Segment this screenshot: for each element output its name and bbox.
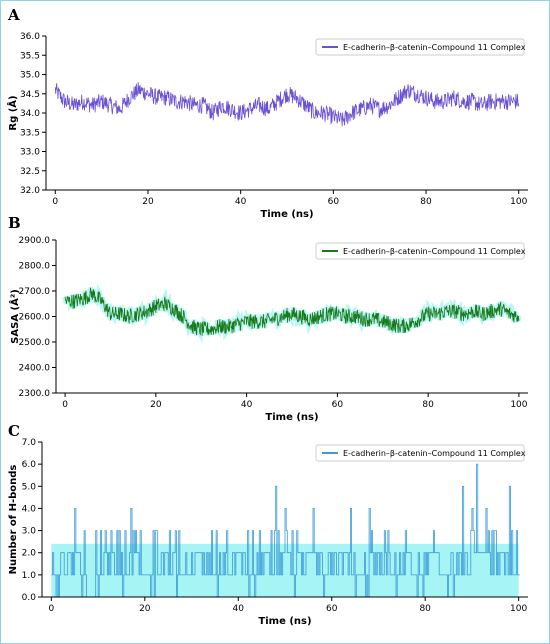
- y-tick-label: 32.0: [20, 186, 40, 196]
- x-tick-label: 80: [422, 400, 434, 410]
- chart-panel-c: 0 20 40 60 80 100 0.0 1.0 2.0 3.0 4.0 5.0 6.0 7.0 E-c…: [8, 438, 528, 627]
- y-tick-label: 32.5: [20, 167, 40, 177]
- legend-b: E-cadherin–β-catenin–Compound 11 Complex: [315, 242, 526, 260]
- legend-box: [315, 444, 525, 462]
- legend-label: E-cadherin–β-catenin–Compound 11 Complex: [343, 247, 526, 256]
- series-line: [64, 287, 520, 336]
- axes-a: 0 20 40 60 80 100 32.0 32.5 33.0 33.5 34.0 34.5 35.0…: [20, 32, 528, 207]
- panel-letter-b: B: [8, 214, 21, 232]
- y-tick-label: 35.5: [20, 51, 40, 61]
- x-tick-label: 100: [510, 197, 527, 207]
- y-axis-title: Rg (Å): [6, 95, 19, 130]
- y-axis-title: SASA (Å²): [8, 289, 21, 344]
- y-tick-label: 36.0: [20, 32, 40, 42]
- x-tick-label: 60: [332, 400, 344, 410]
- y-tick-label: 0.0: [22, 593, 37, 603]
- y-tick-label: 3.0: [22, 527, 37, 537]
- plot-area-b: [62, 283, 522, 344]
- series-line: [51, 463, 520, 598]
- y-tick-label: 34.0: [20, 109, 40, 119]
- legend-c: E-cadherin–β-catenin–Compound 11 Complex: [315, 444, 526, 462]
- y-tick-label: 34.5: [20, 90, 40, 100]
- x-tick-label: 0: [48, 604, 54, 614]
- chart-panel-b: 0 20 40 60 80 100 2300.0 2400.0 2500.0 2600.0 2700…: [8, 236, 528, 423]
- panel-letter-a: A: [7, 6, 20, 24]
- x-tick-label: 80: [420, 197, 432, 207]
- series-line: [54, 82, 520, 127]
- x-axis-title: Time (ns): [260, 209, 313, 220]
- y-tick-label: 5.0: [22, 482, 37, 492]
- legend-label: E-cadherin–β-catenin–Compound 11 Complex: [343, 43, 526, 52]
- y-tick-label: 33.0: [20, 148, 40, 158]
- x-tick-label: 40: [241, 400, 253, 410]
- legend-a: E-cadherin–β-catenin–Compound 11 Complex: [315, 38, 526, 56]
- chart-panel-a: 0 20 40 60 80 100 32.0 32.5 33.0 33.5 34.0 34.5 35.0…: [6, 32, 528, 220]
- axes-c: 0 20 40 60 80 100 0.0 1.0 2.0 3.0 4.0 5.0 6.0 7.0: [22, 438, 528, 614]
- x-tick-label: 60: [328, 197, 340, 207]
- x-tick-label: 80: [419, 604, 431, 614]
- y-tick-label: 33.5: [20, 128, 40, 138]
- x-tick-label: 60: [326, 604, 338, 614]
- legend-box: [315, 38, 525, 56]
- y-tick-label: 2.0: [22, 549, 37, 559]
- y-tick-label: 35.0: [20, 71, 40, 81]
- y-tick-label: 1.0: [22, 571, 37, 581]
- x-tick-label: 20: [142, 197, 154, 207]
- y-tick-label: 2800.0: [19, 262, 51, 272]
- x-tick-label: 0: [52, 197, 58, 207]
- axes-b: 0 20 40 60 80 100 2300.0 2400.0 2500.0 2600.0 2700…: [19, 236, 528, 410]
- y-tick-label: 2400.0: [19, 364, 51, 374]
- x-tick-label: 20: [139, 604, 151, 614]
- legend-label: E-cadherin–β-catenin–Compound 11 Complex: [343, 449, 526, 458]
- y-tick-label: 2700.0: [19, 287, 51, 297]
- x-tick-label: 40: [235, 197, 247, 207]
- x-axis-title: Time (ns): [258, 616, 311, 627]
- plot-area-c: [51, 463, 520, 598]
- legend-box: [315, 242, 525, 260]
- y-tick-label: 6.0: [22, 460, 37, 470]
- y-tick-label: 7.0: [22, 438, 37, 448]
- y-axis-title: Number of H-bonds: [8, 465, 19, 575]
- y-tick-label: 2500.0: [19, 338, 51, 348]
- y-tick-label: 4.0: [22, 504, 37, 514]
- panel-letter-c: C: [8, 422, 20, 440]
- x-tick-label: 40: [233, 604, 245, 614]
- x-axis-title: Time (ns): [265, 412, 318, 423]
- y-tick-label: 2900.0: [19, 236, 51, 246]
- x-tick-label: 100: [510, 400, 527, 410]
- x-tick-label: 20: [150, 400, 162, 410]
- plot-area-a: [54, 82, 520, 127]
- y-tick-label: 2300.0: [19, 389, 51, 399]
- x-tick-label: 100: [510, 604, 527, 614]
- x-tick-label: 0: [62, 400, 68, 410]
- y-tick-label: 2600.0: [19, 313, 51, 323]
